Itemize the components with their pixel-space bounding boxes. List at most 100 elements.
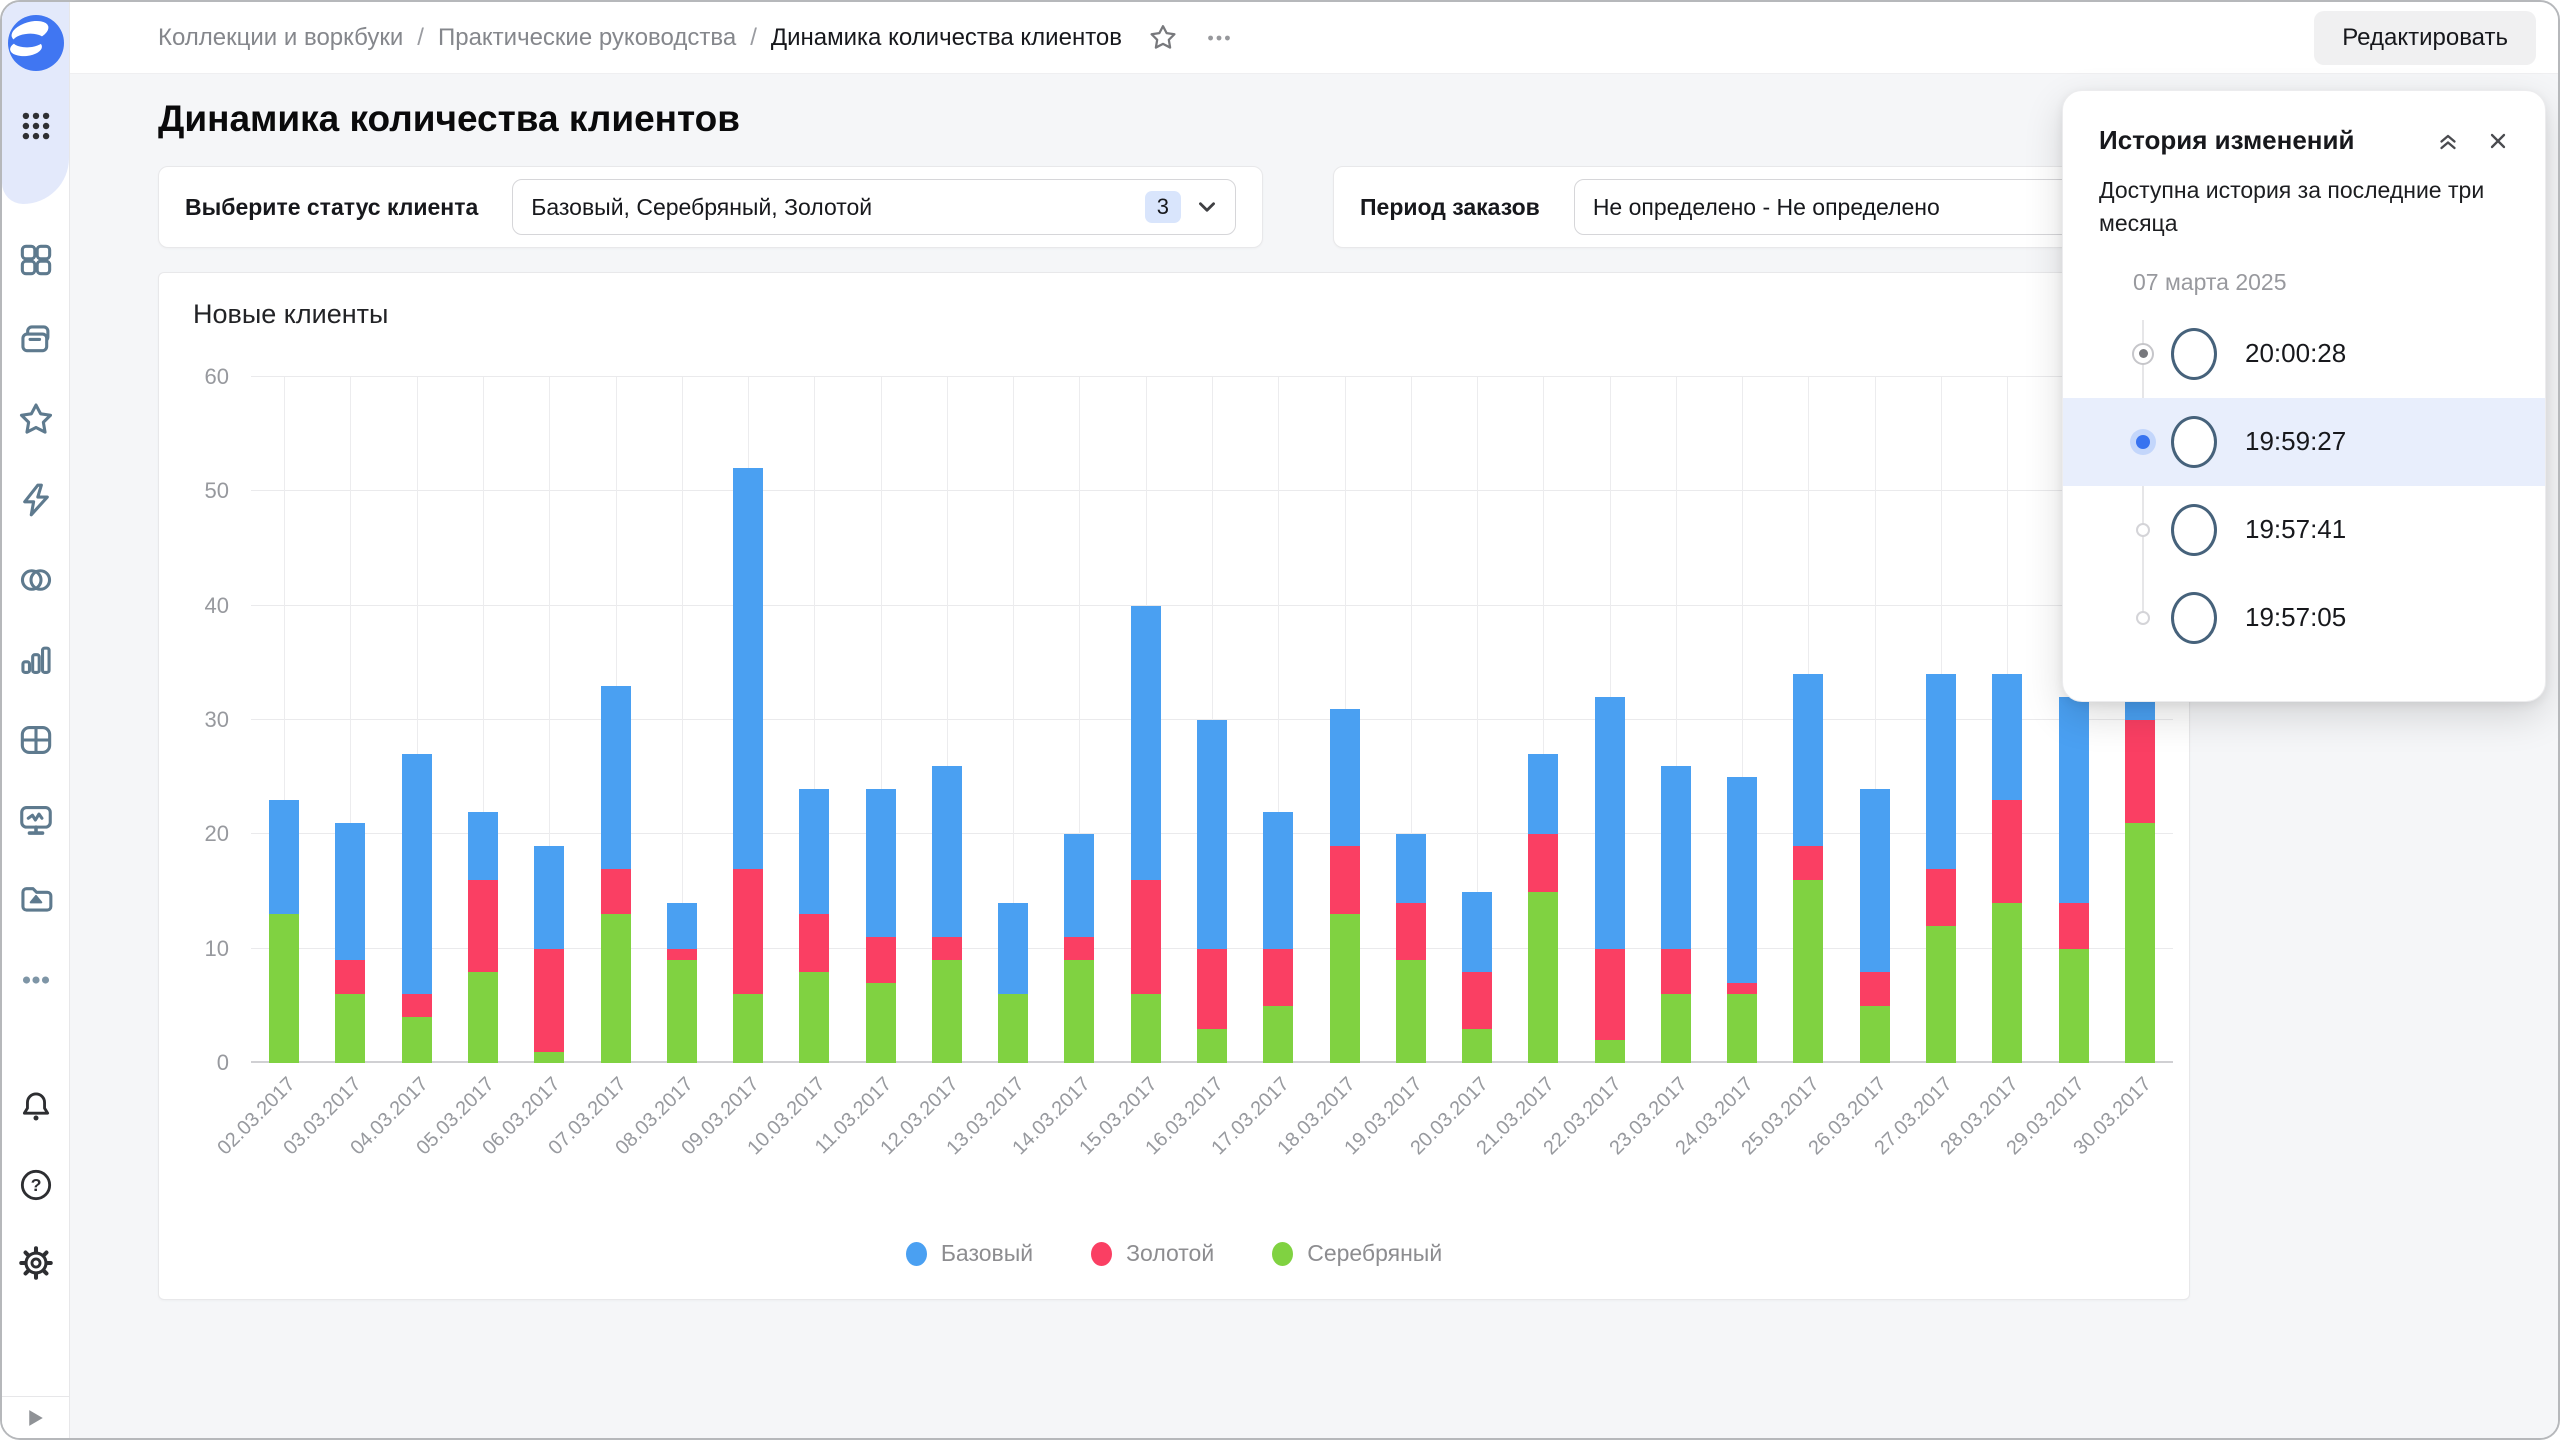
history-entry[interactable]: 19:57:05	[2063, 574, 2545, 662]
bar-segment[interactable]	[1528, 754, 1559, 835]
bar-segment[interactable]	[931, 765, 962, 938]
bar-column[interactable]	[2058, 697, 2089, 1063]
bar-segment[interactable]	[1064, 960, 1095, 1063]
bar-segment[interactable]	[600, 868, 631, 915]
bar-segment[interactable]	[1197, 720, 1227, 949]
bar-segment[interactable]	[1727, 982, 1758, 995]
bar-segment[interactable]	[2058, 902, 2089, 949]
bar-column[interactable]	[1594, 697, 1625, 1063]
bar-segment[interactable]	[2058, 697, 2089, 903]
bar-segment[interactable]	[401, 754, 432, 995]
bar-column[interactable]	[1992, 674, 2023, 1063]
bar-column[interactable]	[733, 468, 764, 1063]
bar-segment[interactable]	[335, 994, 366, 1063]
close-icon[interactable]	[2485, 128, 2511, 154]
breadcrumb-collections[interactable]: Коллекции и воркбуки	[158, 23, 404, 51]
bar-segment[interactable]	[2124, 822, 2155, 1063]
bar-segment[interactable]	[1660, 994, 1691, 1063]
edit-button[interactable]: Редактировать	[2314, 10, 2536, 65]
version-radio[interactable]	[2129, 604, 2157, 632]
bar-column[interactable]	[931, 765, 962, 1063]
bar-segment[interactable]	[1528, 891, 1559, 1063]
history-entry[interactable]: 20:00:28	[2063, 310, 2545, 398]
bar-segment[interactable]	[1462, 971, 1493, 1029]
bar-segment[interactable]	[1462, 891, 1493, 972]
bar-column[interactable]	[865, 788, 896, 1063]
bar-segment[interactable]	[1395, 834, 1426, 903]
bar-segment[interactable]	[467, 811, 498, 881]
notifications-bell-icon[interactable]	[16, 1087, 56, 1127]
dashboards-table-icon[interactable]	[16, 720, 56, 760]
bar-segment[interactable]	[1660, 765, 1691, 949]
bar-segment[interactable]	[335, 822, 366, 961]
bar-segment[interactable]	[467, 880, 498, 972]
bar-segment[interactable]	[1926, 674, 1957, 869]
bar-segment[interactable]	[401, 1017, 432, 1063]
bar-segment[interactable]	[799, 914, 830, 972]
bar-segment[interactable]	[1793, 845, 1824, 881]
bar-segment[interactable]	[666, 948, 697, 961]
collapse-chevrons-icon[interactable]	[2435, 128, 2461, 154]
version-radio[interactable]	[2129, 516, 2157, 544]
bar-column[interactable]	[1329, 708, 1360, 1063]
bar-column[interactable]	[1528, 754, 1559, 1063]
bar-column[interactable]	[1197, 720, 1227, 1063]
bar-column[interactable]	[1660, 765, 1691, 1063]
bar-segment[interactable]	[1992, 674, 2023, 801]
settings-gear-icon[interactable]	[16, 1243, 56, 1283]
bar-segment[interactable]	[269, 914, 300, 1063]
bar-segment[interactable]	[1130, 994, 1161, 1063]
bar-segment[interactable]	[666, 960, 697, 1063]
legend-item[interactable]: Золотой	[1091, 1240, 1214, 1267]
bar-segment[interactable]	[1926, 925, 1957, 1063]
bar-segment[interactable]	[865, 937, 896, 983]
bar-segment[interactable]	[467, 971, 498, 1063]
bar-column[interactable]	[534, 845, 565, 1063]
help-question-icon[interactable]: ?	[16, 1165, 56, 1205]
apps-grid-icon[interactable]	[16, 106, 56, 146]
bar-segment[interactable]	[600, 914, 631, 1063]
bar-segment[interactable]	[1130, 880, 1161, 995]
status-select[interactable]: Базовый, Серебряный, Золотой 3	[512, 179, 1236, 235]
bar-segment[interactable]	[733, 868, 764, 995]
breadcrumb-guides[interactable]: Практические руководства	[437, 23, 737, 51]
more-actions-icon[interactable]	[1204, 23, 1234, 53]
connections-lightning-icon[interactable]	[16, 480, 56, 520]
bar-segment[interactable]	[1395, 902, 1426, 961]
bar-segment[interactable]	[865, 982, 896, 1063]
bar-segment[interactable]	[534, 948, 565, 1052]
bar-segment[interactable]	[1462, 1028, 1493, 1063]
bar-segment[interactable]	[733, 994, 764, 1063]
bar-segment[interactable]	[1329, 708, 1360, 846]
bar-segment[interactable]	[1329, 845, 1360, 915]
bar-column[interactable]	[401, 754, 432, 1063]
bar-segment[interactable]	[931, 960, 962, 1063]
collections-folders-icon[interactable]	[16, 320, 56, 360]
storage-folder-icon[interactable]	[16, 880, 56, 920]
bar-segment[interactable]	[1660, 948, 1691, 995]
bar-segment[interactable]	[1992, 902, 2023, 1063]
bar-column[interactable]	[1859, 788, 1890, 1063]
bar-segment[interactable]	[998, 902, 1029, 995]
bar-segment[interactable]	[1859, 971, 1890, 1006]
bar-column[interactable]	[1130, 605, 1161, 1063]
bar-segment[interactable]	[666, 902, 697, 949]
bar-segment[interactable]	[799, 971, 830, 1063]
bar-segment[interactable]	[1064, 937, 1095, 961]
sidebar-expand-button[interactable]	[2, 1396, 69, 1438]
bar-segment[interactable]	[1197, 948, 1227, 1029]
bar-segment[interactable]	[1727, 994, 1758, 1063]
bar-column[interactable]	[799, 788, 830, 1063]
bar-segment[interactable]	[1793, 880, 1824, 1063]
favorite-star-icon[interactable]	[1148, 23, 1178, 53]
bar-segment[interactable]	[1594, 948, 1625, 1041]
bar-segment[interactable]	[1263, 811, 1294, 949]
monitoring-screen-icon[interactable]	[16, 800, 56, 840]
favorites-star-icon[interactable]	[16, 400, 56, 440]
bar-column[interactable]	[600, 685, 631, 1063]
bar-segment[interactable]	[1859, 788, 1890, 972]
bar-segment[interactable]	[1926, 868, 1957, 926]
bar-segment[interactable]	[1793, 674, 1824, 846]
bar-segment[interactable]	[1064, 834, 1095, 938]
bar-segment[interactable]	[1727, 777, 1758, 983]
